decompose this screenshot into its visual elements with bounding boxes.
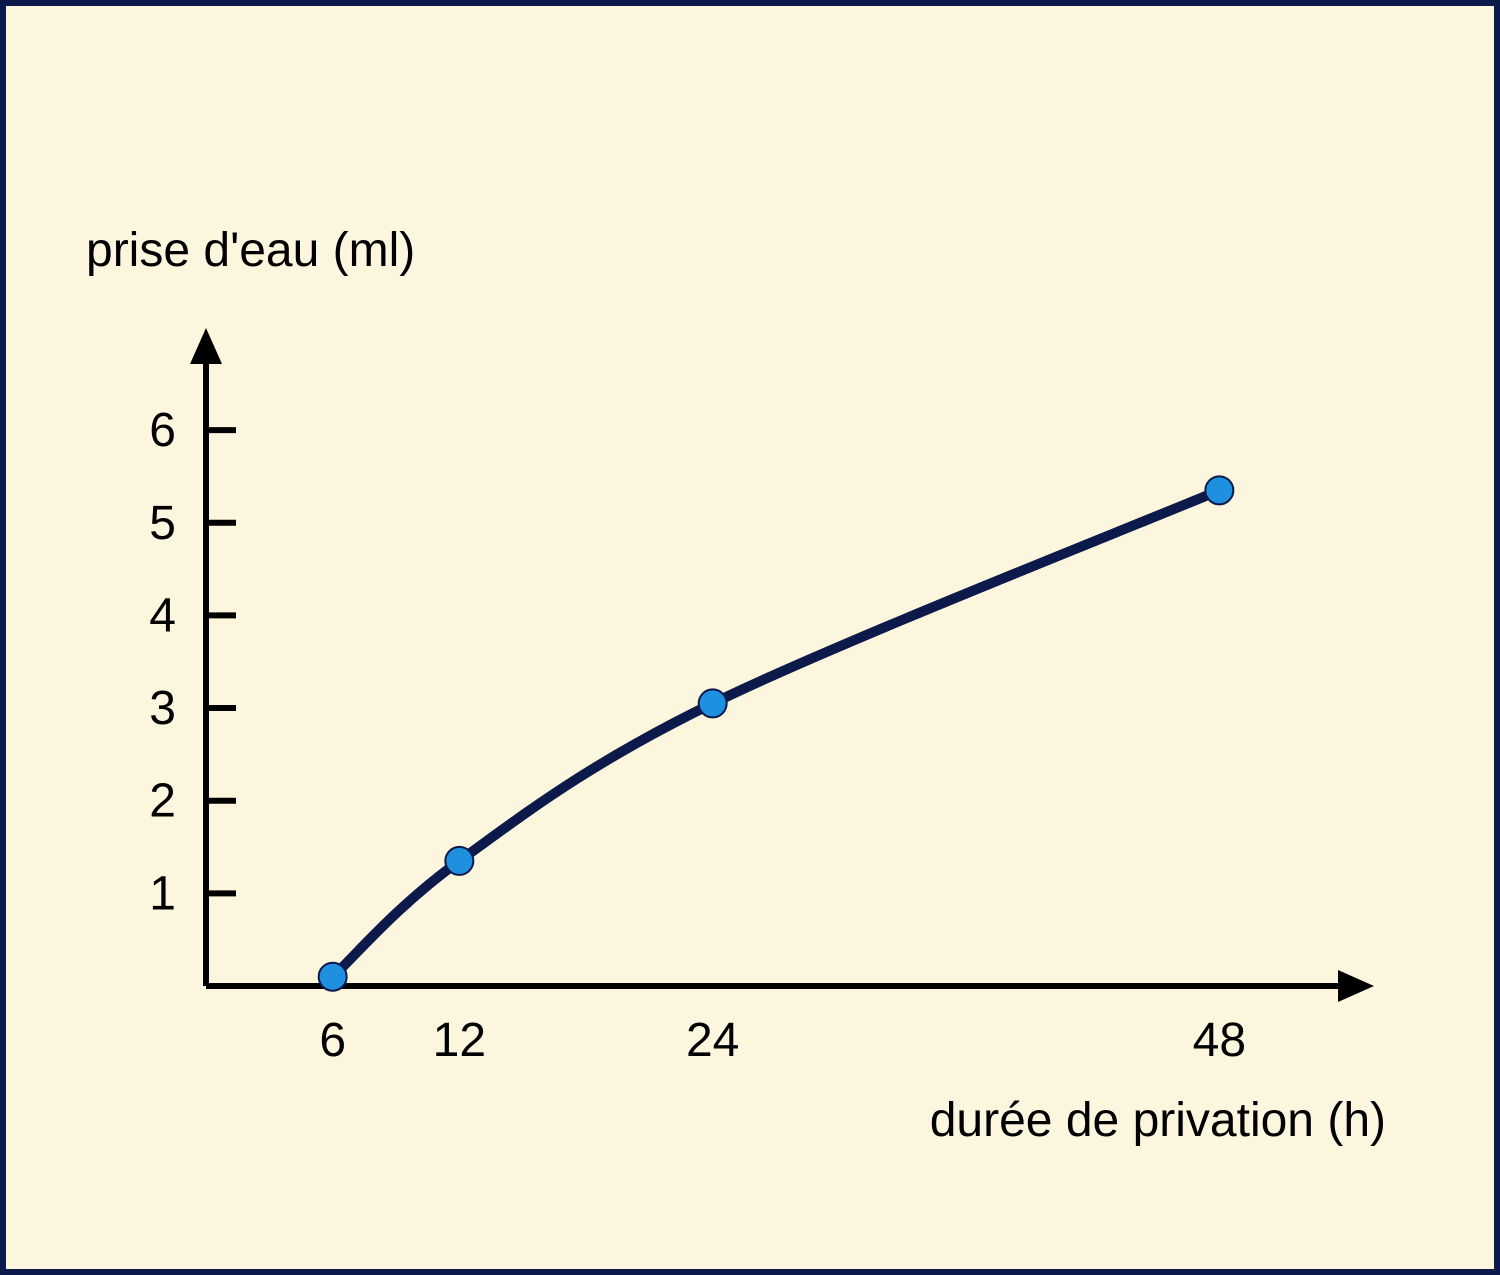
x-tick-label: 48 (1193, 1014, 1246, 1067)
y-tick-label: 4 (149, 589, 176, 642)
y-axis-title: prise d'eau (ml) (86, 224, 415, 277)
y-tick-label: 5 (149, 497, 176, 550)
y-tick-label: 6 (149, 404, 176, 457)
data-point (319, 963, 347, 991)
x-tick-label: 12 (433, 1014, 486, 1067)
x-axis-arrow (1338, 970, 1374, 1002)
x-tick-label: 24 (686, 1014, 739, 1067)
x-axis-title: durée de privation (h) (930, 1094, 1386, 1147)
y-tick-label: 2 (149, 775, 176, 828)
data-point (445, 847, 473, 875)
chart-frame: prise d'eau (ml)1234566122448durée de pr… (0, 0, 1500, 1275)
y-tick-label: 1 (149, 867, 176, 920)
y-tick-label: 3 (149, 682, 176, 735)
y-axis-arrow (190, 328, 222, 364)
chart-svg: prise d'eau (ml)1234566122448durée de pr… (6, 6, 1494, 1269)
x-tick-label: 6 (319, 1014, 346, 1067)
data-point (1205, 476, 1233, 504)
data-point (699, 689, 727, 717)
series-line (333, 490, 1220, 976)
